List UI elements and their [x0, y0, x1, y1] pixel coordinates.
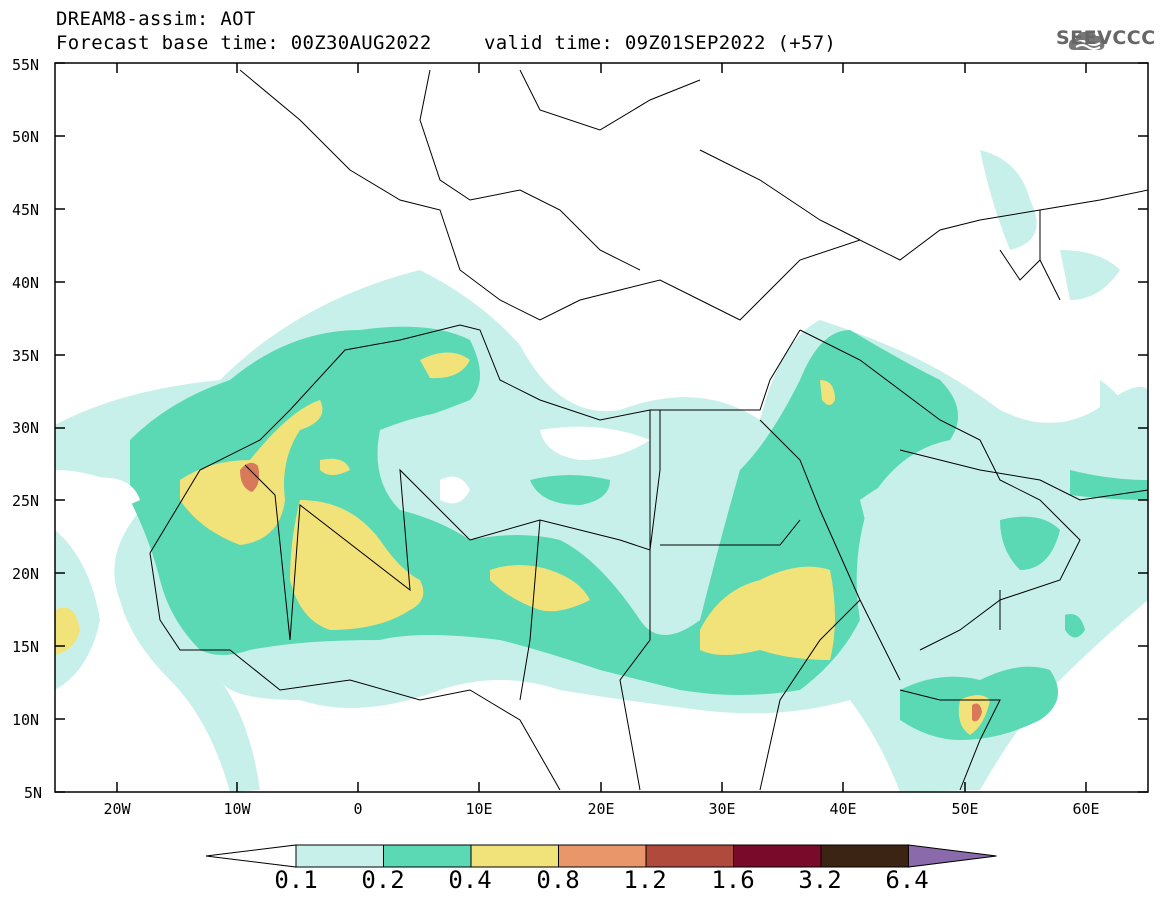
- colorbar-label: 3.2: [798, 866, 842, 894]
- aot-0.8-1.2-area: [240, 462, 982, 722]
- colorbar-arrow-high: [908, 844, 997, 868]
- colorbar-swatch: [295, 844, 384, 868]
- colorbar-label: 6.4: [885, 866, 929, 894]
- lat-label: 25N: [12, 492, 40, 510]
- lon-label: 20W: [103, 800, 131, 818]
- lon-label: 60E: [1072, 800, 1100, 818]
- colorbar-label: 1.6: [711, 866, 755, 894]
- chart-title: DREAM8-assim: AOT: [56, 8, 256, 30]
- forecast-base-time: Forecast base time: 00Z30AUG2022: [56, 32, 432, 54]
- lat-label: 40N: [12, 274, 40, 292]
- lat-label: 20N: [12, 565, 40, 583]
- lat-label: 10N: [12, 711, 40, 729]
- lon-label: 10E: [465, 800, 493, 818]
- lon-label: 10W: [223, 800, 251, 818]
- lat-label: 50N: [12, 128, 40, 146]
- lat-label: 5N: [24, 784, 43, 802]
- colorbar-label: 0.8: [536, 866, 580, 894]
- colorbar-swatch: [558, 844, 647, 868]
- colorbar-label: 1.2: [623, 866, 667, 894]
- colorbar-swatch: [733, 844, 822, 868]
- colorbar-swatch: [645, 844, 734, 868]
- colorbar-label: 0.2: [361, 866, 405, 894]
- coastlines-borders: [149, 69, 1148, 791]
- colorbar-arrow-low: [205, 844, 297, 868]
- lat-label: 35N: [12, 347, 40, 365]
- lon-label: 0: [353, 800, 363, 818]
- lat-label: 45N: [12, 201, 40, 219]
- lat-label: 55N: [12, 56, 40, 74]
- lon-label: 40E: [829, 800, 857, 818]
- lon-label: 50E: [951, 800, 979, 818]
- lon-label: 20E: [587, 800, 615, 818]
- lat-label: 30N: [12, 419, 40, 437]
- colorbar-swatch: [820, 844, 909, 868]
- colorbar-swatch: [470, 844, 559, 868]
- colorbar-label: 0.4: [448, 866, 492, 894]
- valid-time: valid time: 09Z01SEP2022 (+57): [484, 32, 837, 54]
- colorbar-label: 0.1: [274, 866, 318, 894]
- lat-label: 15N: [12, 638, 40, 656]
- lon-label: 30E: [708, 800, 736, 818]
- logo-text: SEEVCCC: [1056, 27, 1156, 49]
- seevccc-logo-icon: [1068, 31, 1105, 50]
- colorbar-swatch: [383, 844, 472, 868]
